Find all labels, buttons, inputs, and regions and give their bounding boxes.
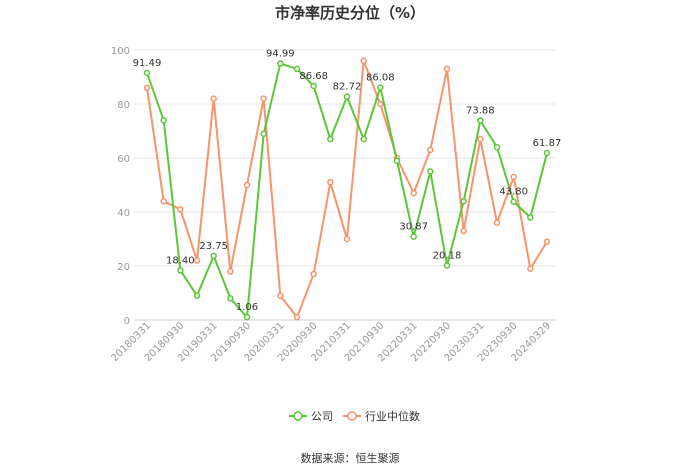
data-point[interactable] (227, 295, 234, 302)
data-point[interactable] (193, 292, 201, 299)
series-line-0 (146, 62, 548, 319)
data-point[interactable] (277, 292, 284, 299)
y-tick-label: 40 (117, 208, 130, 219)
data-point[interactable] (293, 314, 301, 321)
data-point[interactable] (360, 135, 367, 143)
data-point[interactable] (493, 143, 501, 151)
data-label: 23.75 (199, 241, 228, 252)
data-label: 94.99 (266, 49, 295, 60)
data-point[interactable] (443, 65, 451, 73)
data-point[interactable] (160, 116, 167, 124)
legend-swatch-marker (347, 411, 357, 421)
data-point[interactable] (460, 197, 467, 205)
data-point[interactable] (260, 95, 267, 102)
legend-label: 行业中位数 (365, 409, 420, 423)
data-point[interactable] (510, 198, 517, 205)
data-point[interactable] (227, 268, 234, 275)
data-point[interactable] (427, 146, 434, 154)
data-label: 18.40 (166, 255, 195, 266)
data-point[interactable] (143, 84, 151, 92)
y-tick-label: 0 (124, 316, 130, 327)
data-labels: 91.49 18.40 23.75 1.06 94.99 86.68 82.72 86.08 3… (133, 49, 562, 314)
data-label: 91.49 (133, 58, 162, 69)
series-layer (143, 57, 551, 321)
data-point[interactable] (393, 157, 401, 164)
legend-item-0[interactable]: 公司 (289, 410, 333, 423)
x-axis: 2018033120180930201903312019093020200331… (109, 319, 555, 364)
data-point[interactable] (143, 69, 151, 77)
data-label: 1.06 (236, 302, 258, 313)
data-point[interactable] (327, 179, 334, 186)
data-point[interactable] (343, 93, 351, 100)
data-point[interactable] (510, 173, 517, 181)
y-tick-label: 100 (111, 46, 130, 57)
data-point[interactable] (377, 100, 384, 108)
y-tick-label: 20 (117, 262, 130, 273)
data-point[interactable] (527, 214, 534, 221)
data-point[interactable] (293, 65, 301, 73)
data-point[interactable] (360, 57, 367, 65)
data-source: 数据来源：恒生聚源 (301, 451, 400, 465)
data-point[interactable] (177, 206, 184, 213)
data-point[interactable] (410, 189, 417, 197)
data-point[interactable] (243, 181, 251, 189)
data-point[interactable] (210, 95, 217, 102)
y-tick-label: 80 (117, 100, 130, 111)
data-point[interactable] (527, 265, 534, 272)
y-tick-label: 60 (117, 154, 130, 165)
legend[interactable]: 公司 行业中位数 (289, 409, 420, 423)
data-point[interactable] (477, 117, 484, 124)
data-point[interactable] (477, 135, 484, 143)
data-point[interactable] (443, 262, 451, 269)
data-point[interactable] (193, 257, 201, 264)
data-point[interactable] (410, 233, 417, 240)
data-point[interactable] (343, 235, 351, 243)
legend-swatch-marker (293, 411, 303, 421)
data-point[interactable] (160, 197, 167, 205)
data-point[interactable] (543, 238, 551, 245)
data-label: 61.87 (533, 138, 562, 149)
chart-title: 市净率历史分位（%） (275, 4, 425, 22)
data-point[interactable] (260, 130, 267, 137)
data-point[interactable] (277, 60, 284, 67)
data-point[interactable] (543, 149, 551, 157)
data-point[interactable] (377, 84, 384, 91)
data-label: 30.87 (399, 222, 428, 233)
data-point[interactable] (243, 313, 251, 321)
y-axis: 0 20 40 60 80 100 (111, 46, 130, 327)
data-point[interactable] (177, 267, 184, 274)
data-point[interactable] (427, 168, 434, 175)
data-point[interactable] (493, 219, 501, 227)
data-label: 43.80 (499, 187, 528, 198)
data-point[interactable] (327, 135, 334, 143)
data-label: 20.18 (433, 251, 462, 262)
data-point[interactable] (310, 82, 317, 90)
data-label: 73.88 (466, 106, 495, 117)
data-label: 82.72 (333, 82, 362, 93)
data-point[interactable] (310, 270, 317, 278)
data-label: 86.08 (366, 73, 395, 84)
data-point[interactable] (210, 252, 217, 260)
data-point[interactable] (460, 227, 467, 235)
legend-label: 公司 (311, 410, 333, 423)
legend-item-1[interactable]: 行业中位数 (343, 409, 420, 423)
data-label: 86.68 (299, 71, 328, 82)
